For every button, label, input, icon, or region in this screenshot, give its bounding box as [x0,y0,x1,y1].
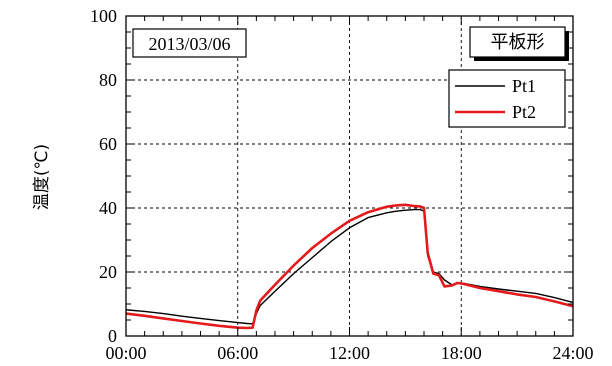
x-tick-labels: 00:00 06:00 12:00 18:00 24:00 [105,343,593,363]
date-annotation: 2013/03/06 [132,28,247,58]
x-tick-label: 24:00 [552,343,593,363]
y-tick-label: 0 [108,326,117,346]
axis-ticks [125,15,574,337]
x-tick-label: 18:00 [441,343,482,363]
y-tick-label: 100 [90,6,117,26]
legend-box [448,69,566,128]
y-tick-label: 40 [99,198,117,218]
y-tick-label: 20 [99,262,117,282]
x-tick-label: 00:00 [105,343,146,363]
legend-label-pt1: Pt1 [512,76,536,96]
shape-annotation: 平板形 [469,26,569,61]
legend-label-pt2: Pt2 [512,102,536,122]
date-label: 2013/03/06 [148,34,230,54]
x-tick-label: 12:00 [329,343,370,363]
x-tick-label: 06:00 [217,343,258,363]
y-tick-label: 60 [99,134,117,154]
data-series [125,203,574,330]
shape-label: 平板形 [491,32,545,52]
y-tick-labels: 0 20 40 60 80 100 [90,6,117,346]
series-line-pt2 [125,203,574,330]
y-axis-label: 温度(℃) [32,144,52,210]
y-tick-label: 80 [99,70,117,90]
